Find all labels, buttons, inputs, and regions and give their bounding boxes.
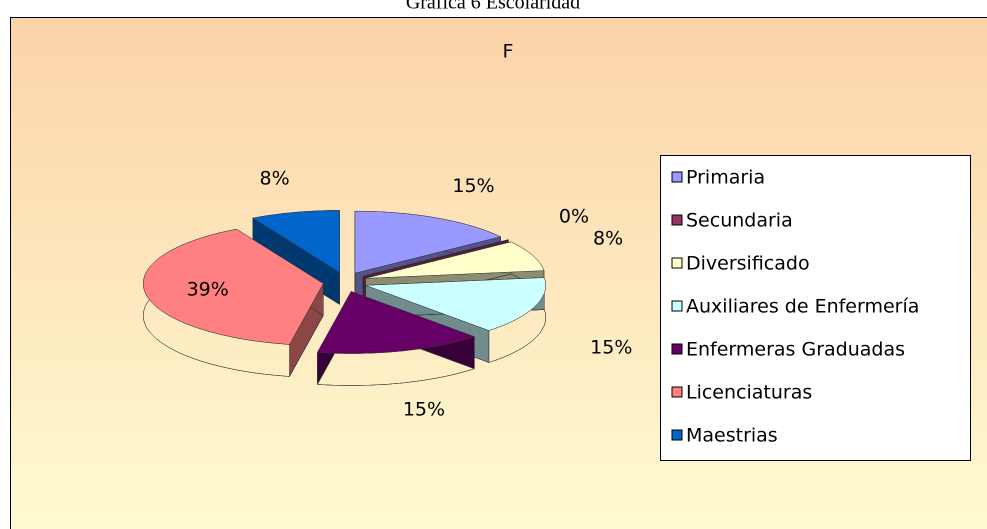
slice (365, 241, 545, 279)
legend-swatch (671, 386, 683, 398)
data-label: 8% (260, 167, 290, 189)
legend-swatch (671, 343, 683, 355)
slice (252, 210, 340, 273)
data-label: 8% (593, 227, 623, 249)
legend-swatch (671, 257, 683, 269)
data-label: 15% (452, 175, 494, 197)
legend-swatch (671, 214, 683, 226)
legend-swatch (671, 300, 683, 312)
slice (365, 277, 546, 331)
slice (354, 210, 502, 274)
page-title: Gráfica 6 Escolaridad (406, 0, 580, 14)
data-label: 39% (187, 278, 229, 300)
legend-swatch (671, 171, 683, 183)
legend-swatch (671, 429, 683, 441)
data-label: 0% (559, 205, 589, 227)
legend-label: Licenciaturas (686, 382, 812, 404)
legend-label: Auxiliares de Enfermería (686, 296, 919, 318)
slice (143, 228, 324, 345)
legend-label: Maestrias (686, 425, 778, 447)
slice (316, 291, 476, 354)
legend (660, 155, 971, 461)
chart-title: F (503, 41, 514, 63)
legend-label: Diversificado (686, 253, 810, 275)
data-label: 15% (590, 336, 632, 358)
data-label: 15% (403, 398, 445, 420)
slice (362, 239, 509, 277)
legend-label: Enfermeras Graduadas (686, 339, 905, 361)
legend-label: Primaria (686, 167, 765, 189)
legend-label: Secundaria (686, 210, 793, 232)
